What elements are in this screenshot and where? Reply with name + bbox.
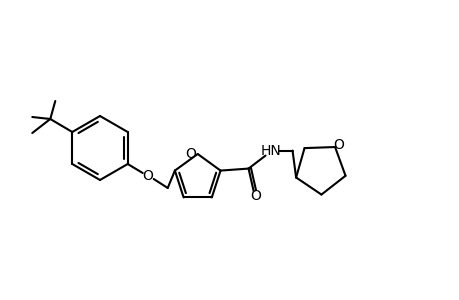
Text: HN: HN [260, 144, 280, 158]
Text: O: O [185, 147, 196, 161]
Text: O: O [250, 189, 260, 202]
Text: O: O [142, 169, 153, 183]
Text: O: O [333, 138, 344, 152]
